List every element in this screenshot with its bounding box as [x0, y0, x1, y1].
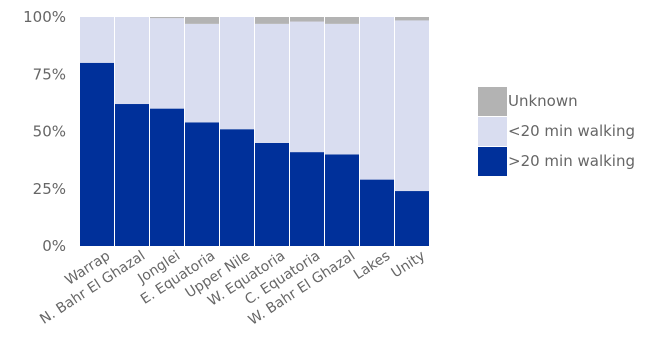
y-tick-label: 50% [33, 123, 66, 141]
bar-segment-over-20-0 [80, 62, 114, 246]
bar-segment-over-20-7 [325, 154, 359, 246]
bar-segment-under-20-3 [185, 23, 219, 123]
legend-item-under-20-min: <20 min walking [478, 116, 635, 146]
y-tick-label: 0% [42, 237, 66, 255]
bar-segment-over-20-9 [395, 191, 429, 246]
bar-segment-under-20-6 [290, 21, 324, 153]
legend-swatch-over-20-min [478, 146, 507, 176]
y-tick-label: 25% [33, 180, 66, 198]
bar-segment-unknown-9 [395, 17, 429, 21]
y-tick-label: 100% [23, 8, 66, 26]
bar-segment-over-20-4 [220, 129, 254, 246]
y-axis-tick-labels: 0% 25% 50% 75% 100% [23, 8, 66, 255]
legend: Unknown <20 min walking >20 min walking [478, 86, 635, 176]
bar-segment-under-20-5 [255, 23, 289, 143]
bar-segment-under-20-7 [325, 23, 359, 155]
bar-segment-unknown-2 [150, 17, 184, 19]
legend-label-under-20-min: <20 min walking [508, 122, 635, 140]
bar-group [80, 17, 429, 247]
legend-item-over-20-min: >20 min walking [478, 146, 635, 176]
bar-segment-over-20-8 [360, 179, 394, 246]
bar-segment-under-20-4 [220, 17, 254, 130]
bar-segment-under-20-9 [395, 20, 429, 192]
bar-segment-over-20-1 [115, 104, 149, 247]
bar-segment-over-20-6 [290, 152, 324, 246]
legend-label-unknown: Unknown [508, 92, 578, 110]
bar-segment-unknown-7 [325, 17, 359, 24]
legend-item-unknown: Unknown [478, 86, 635, 116]
bar-segment-under-20-1 [115, 17, 149, 105]
legend-swatch-unknown [478, 86, 507, 116]
bar-segment-under-20-2 [150, 18, 184, 109]
bar-segment-under-20-8 [360, 17, 394, 180]
x-category-label: Lakes [351, 248, 393, 283]
bar-segment-over-20-5 [255, 142, 289, 246]
bar-segment-unknown-3 [185, 17, 219, 24]
y-tick-label: 75% [33, 65, 66, 83]
legend-label-over-20-min: >20 min walking [508, 152, 635, 170]
bar-segment-over-20-2 [150, 108, 184, 246]
legend-swatch-under-20-min [478, 116, 507, 146]
bar-segment-unknown-5 [255, 17, 289, 24]
bar-segment-unknown-6 [290, 17, 324, 22]
bar-segment-over-20-3 [185, 122, 219, 246]
x-category-label: Unity [389, 248, 429, 281]
bar-segment-under-20-0 [80, 17, 114, 63]
